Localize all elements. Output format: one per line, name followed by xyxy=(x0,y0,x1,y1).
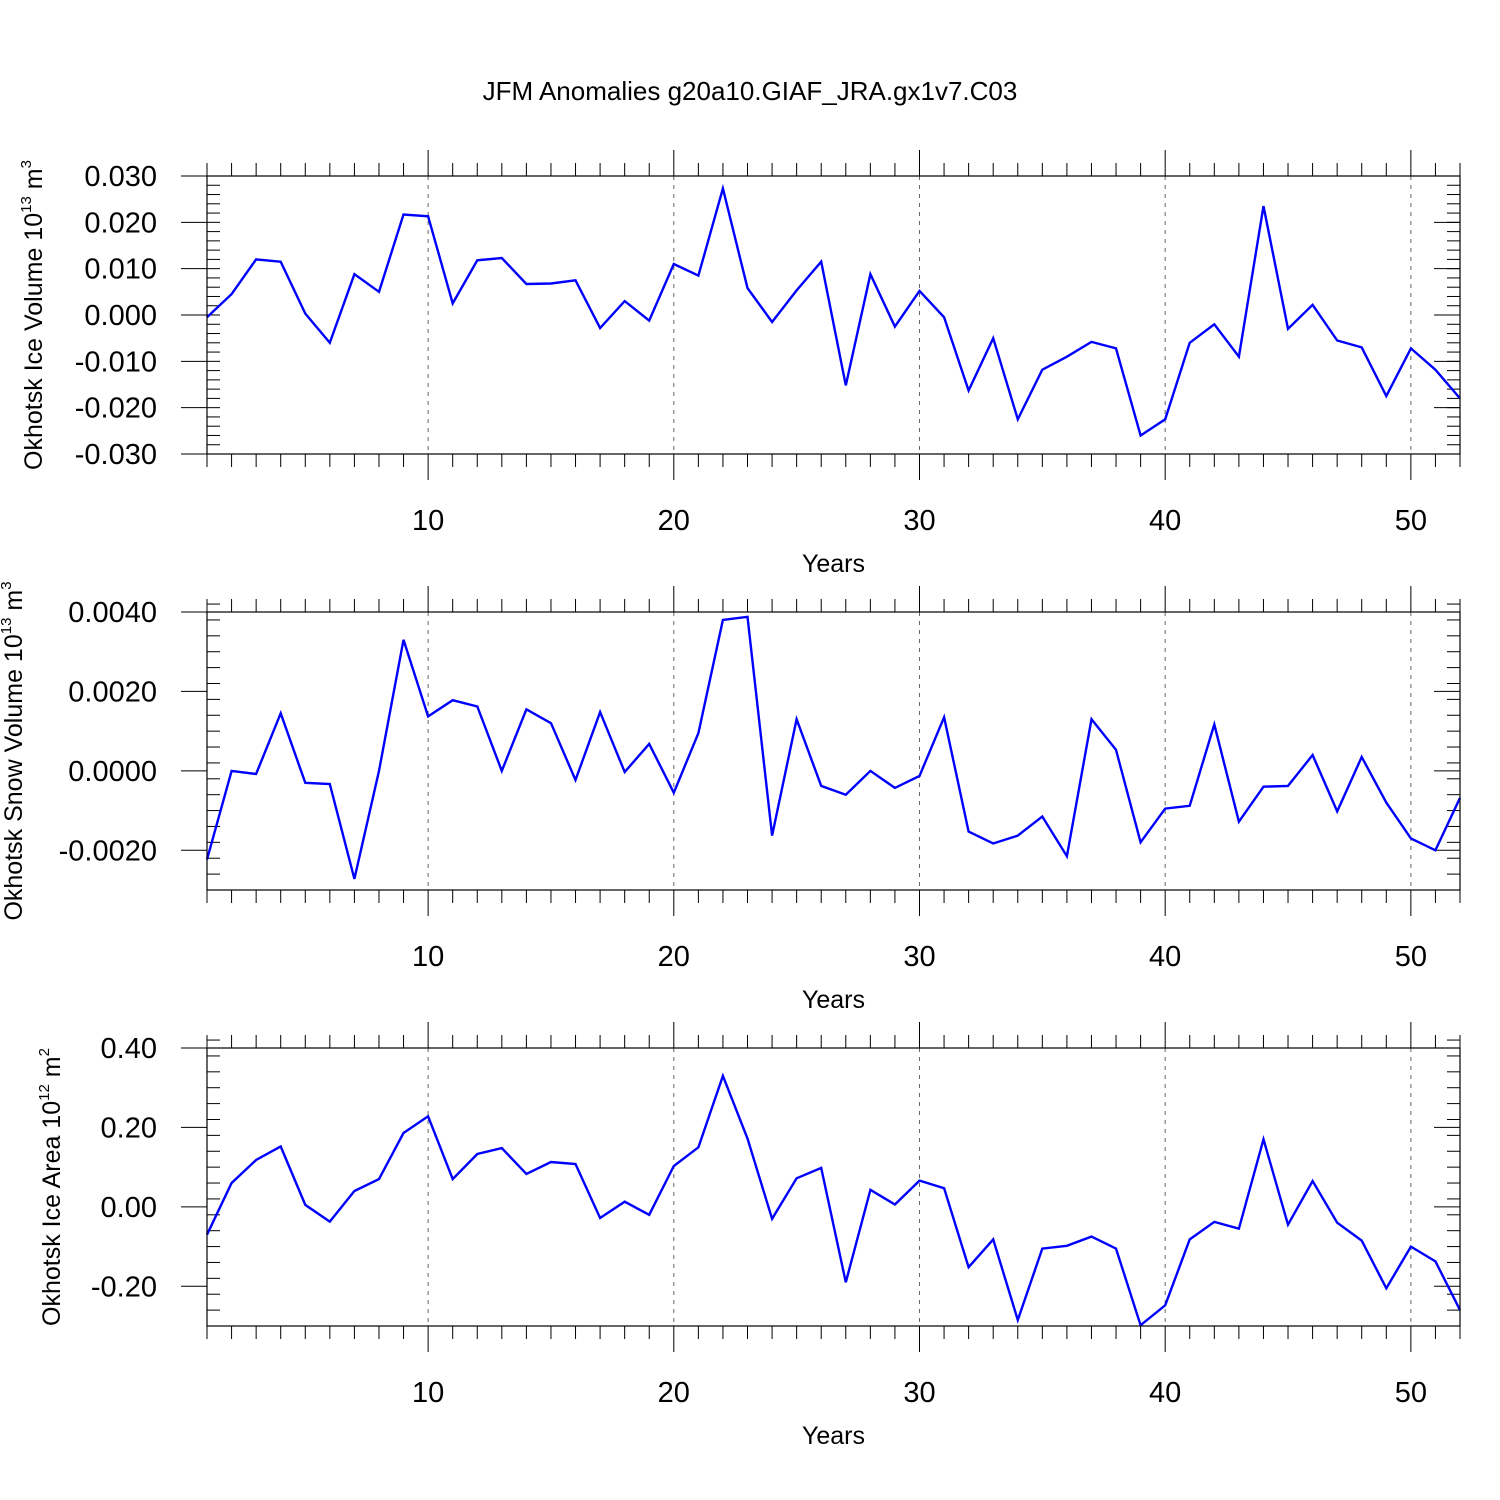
y-tick-label: 0.40 xyxy=(101,1033,157,1065)
plot-frame xyxy=(206,175,1461,455)
x-tick-label: 10 xyxy=(412,941,444,973)
x-tick-label: 30 xyxy=(903,1377,935,1409)
x-tick-label: 10 xyxy=(412,505,444,537)
y-tick-label: 0.0020 xyxy=(68,676,157,708)
y-axis-label-ylabel-main: Okhotsk Snow Volume 10 xyxy=(0,634,28,920)
x-axis-label: Years xyxy=(802,550,865,578)
y-tick-label: -0.010 xyxy=(75,346,157,378)
x-tick-label: 40 xyxy=(1149,505,1181,537)
y-axis-label-ylabel-sup: 12 xyxy=(36,1084,53,1101)
y-axis-label-ylabel-sup: 13 xyxy=(18,196,35,213)
y-tick-label: -0.20 xyxy=(91,1271,157,1303)
x-axis-label: Years xyxy=(802,986,865,1014)
x-tick-label: 10 xyxy=(412,1377,444,1409)
x-tick-label: 20 xyxy=(658,941,690,973)
x-tick-label: 30 xyxy=(903,941,935,973)
y-axis-label-ylabel-unit: m xyxy=(0,590,28,618)
y-axis-label-ylabel-sup: 13 xyxy=(0,618,15,635)
y-axis-label: Okhotsk Ice Volume 1013 m3 xyxy=(18,160,48,470)
x-tick-label: 20 xyxy=(658,1377,690,1409)
panel-3: -0.20 0.00 0.20 0.40 10 20 30 40 50 Years Okhotsk … xyxy=(36,1022,1462,1450)
series-line xyxy=(205,615,1462,880)
y-tick-label: 0.20 xyxy=(101,1112,157,1144)
y-tick-label: -0.020 xyxy=(75,393,157,425)
y-axis-label-ylabel-main: Okhotsk Ice Volume 10 xyxy=(20,213,48,470)
plot-frame xyxy=(206,611,1461,891)
y-tick-label: 0.00 xyxy=(101,1192,157,1224)
y-axis-label-ylabel-main: Okhotsk Ice Area 10 xyxy=(38,1101,66,1326)
y-tick-label: 0.0000 xyxy=(68,756,157,788)
panel-2: -0.0020 0.0000 0.0020 0.0040 10 20 30 40 50 Years… xyxy=(0,581,1462,1014)
series-line xyxy=(205,1072,1462,1328)
y-axis-label-ylabel-unit-sup: 3 xyxy=(0,581,15,589)
y-tick-label: -0.0020 xyxy=(59,835,157,867)
y-axis-label-ylabel-unit-sup: 2 xyxy=(36,1048,53,1056)
y-tick-label: -0.030 xyxy=(75,439,157,471)
x-tick-label: 20 xyxy=(658,505,690,537)
x-axis-label: Years xyxy=(802,1422,865,1450)
x-tick-label: 30 xyxy=(903,505,935,537)
y-axis-label-ylabel-unit: m xyxy=(20,168,48,196)
plot-frame xyxy=(206,1047,1461,1327)
y-tick-label: 0.010 xyxy=(84,254,157,286)
x-tick-label: 40 xyxy=(1149,1377,1181,1409)
y-tick-label: 0.030 xyxy=(84,161,157,193)
y-axis-label-ylabel-unit: m xyxy=(38,1056,66,1084)
x-tick-label: 40 xyxy=(1149,941,1181,973)
x-tick-label: 50 xyxy=(1395,1377,1427,1409)
y-axis-label-ylabel-unit-sup: 3 xyxy=(18,160,35,168)
series-line xyxy=(206,183,1461,438)
y-tick-label: 0.020 xyxy=(84,207,157,239)
y-axis-label: Okhotsk Ice Area 1012 m2 xyxy=(36,1048,66,1326)
y-tick-label: 0.000 xyxy=(84,300,157,332)
figure-title: JFM Anomalies g20a10.GIAF_JRA.gx1v7.C03 xyxy=(483,76,1018,106)
x-tick-label: 50 xyxy=(1395,505,1427,537)
panel-1: -0.030 -0.020 -0.010 0.000 0.010 0.020 0.030 10… xyxy=(18,150,1461,578)
y-axis-label: Okhotsk Snow Volume 1013 m3 xyxy=(0,581,28,920)
x-tick-label: 50 xyxy=(1395,941,1427,973)
y-tick-label: 0.0040 xyxy=(68,597,157,629)
